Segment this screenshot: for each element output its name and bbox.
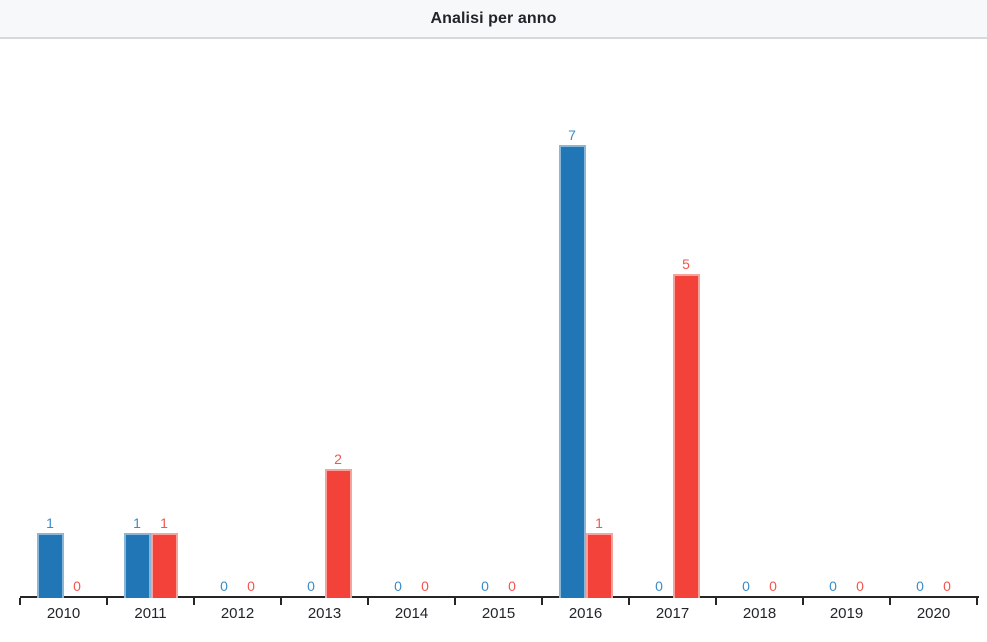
x-axis-tick: [628, 598, 630, 605]
blue-series-value-label-2018: 0: [742, 578, 750, 594]
card-header: Analisi per anno: [0, 0, 987, 39]
x-axis-tick: [19, 598, 21, 605]
x-tick-label: 2019: [829, 605, 864, 622]
x-tick-label: 2011: [134, 605, 167, 622]
x-tick-label: 2016: [568, 605, 603, 622]
blue-series-value-label-2015: 0: [481, 578, 489, 594]
red-series-bar-2017[interactable]: [672, 274, 700, 598]
blue-series-bar-2016[interactable]: [558, 145, 586, 598]
x-axis-tick: [715, 598, 717, 605]
chart-title: Analisi per anno: [430, 9, 557, 27]
blue-series-value-label-2014: 0: [394, 578, 402, 594]
red-series-bar-2011[interactable]: [150, 533, 178, 598]
blue-series-value-label-2016: 7: [568, 127, 576, 143]
red-series-value-label-2015: 0: [508, 578, 516, 594]
blue-series-bar-2011[interactable]: [123, 533, 151, 598]
red-series-value-label-2010: 0: [73, 578, 81, 594]
x-axis-tick: [454, 598, 456, 605]
blue-series-bar-2010[interactable]: [36, 533, 64, 598]
blue-series-value-label-2012: 0: [220, 578, 228, 594]
x-axis-tick: [280, 598, 282, 605]
x-tick-label: 2020: [916, 605, 951, 622]
red-series-value-label-2019: 0: [856, 578, 864, 594]
blue-series-value-label-2010: 1: [46, 515, 54, 531]
x-tick-label: 2017: [655, 605, 690, 622]
x-axis-tick: [889, 598, 891, 605]
x-tick-label: 2014: [394, 605, 429, 622]
x-axis-tick: [541, 598, 543, 605]
red-series-value-label-2020: 0: [943, 578, 951, 594]
x-axis-tick: [802, 598, 804, 605]
blue-series-value-label-2020: 0: [916, 578, 924, 594]
x-tick-label: 2010: [46, 605, 81, 622]
x-axis-tick: [193, 598, 195, 605]
red-series-value-label-2018: 0: [769, 578, 777, 594]
x-axis-line: [20, 596, 979, 598]
x-tick-label: 2015: [481, 605, 516, 622]
blue-series-value-label-2017: 0: [655, 578, 663, 594]
x-axis-tick: [106, 598, 108, 605]
red-series-value-label-2013: 2: [334, 451, 342, 467]
x-axis-tick: [976, 598, 978, 605]
blue-series-value-label-2013: 0: [307, 578, 315, 594]
x-tick-label: 2013: [307, 605, 342, 622]
x-tick-label: 2018: [742, 605, 777, 622]
red-series-bar-2016[interactable]: [585, 533, 613, 598]
red-series-value-label-2012: 0: [247, 578, 255, 594]
blue-series-value-label-2019: 0: [829, 578, 837, 594]
red-series-value-label-2014: 0: [421, 578, 429, 594]
blue-series-value-label-2011: 1: [133, 515, 141, 531]
x-tick-label: 2012: [220, 605, 255, 622]
x-axis-tick: [367, 598, 369, 605]
red-series-value-label-2016: 1: [595, 515, 603, 531]
red-series-value-label-2011: 1: [160, 515, 168, 531]
red-series-value-label-2017: 5: [682, 256, 690, 272]
red-series-bar-2013[interactable]: [324, 469, 352, 598]
